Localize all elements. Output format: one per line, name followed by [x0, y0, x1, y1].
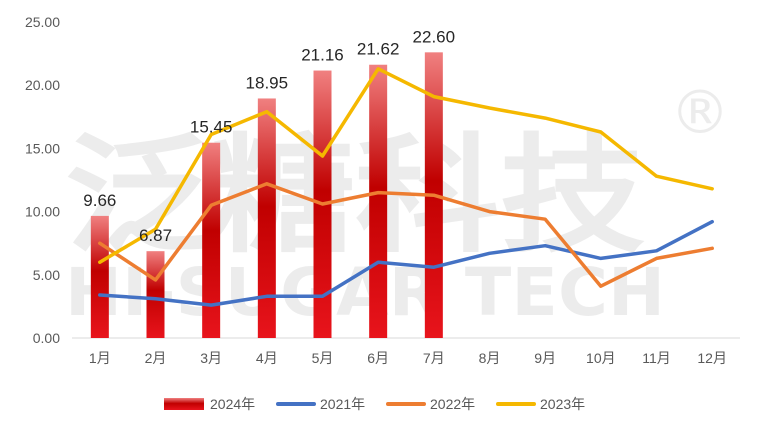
legend-label: 2024年: [210, 396, 255, 412]
bar-data-label: 21.62: [357, 40, 400, 59]
legend-item: 2021年: [276, 396, 365, 412]
legend-item: 2024年: [164, 396, 255, 412]
x-tick-label: 9月: [534, 350, 556, 366]
x-tick-label: 1月: [89, 350, 111, 366]
bar-data-label: 6.87: [139, 226, 172, 245]
legend-label: 2021年: [320, 396, 365, 412]
x-tick-label: 5月: [312, 350, 334, 366]
x-tick-label: 10月: [586, 350, 616, 366]
data-labels: 9.66 6.87 15.45 18.95 21.16 21.62 22.60: [83, 27, 455, 245]
legend-label: 2022年: [430, 396, 475, 412]
x-axis: 1月 2月 3月 4月 5月 6月 7月 8月 9月 10月 11月 12月: [72, 337, 740, 366]
bar: [90, 215, 109, 338]
y-tick-label: 25.00: [25, 14, 60, 30]
y-tick-label: 20.00: [25, 77, 60, 93]
bar-data-label: 22.60: [413, 27, 456, 46]
x-tick-label: 7月: [423, 350, 445, 366]
legend-item: 2023年: [496, 396, 585, 412]
x-tick-label: 11月: [642, 350, 671, 366]
bar: [146, 251, 165, 338]
legend-label: 2023年: [540, 396, 585, 412]
bar-data-label: 21.16: [301, 46, 344, 65]
x-tick-label: 2月: [145, 350, 167, 366]
line-series-group: [98, 67, 714, 307]
bar-data-label: 18.95: [246, 73, 289, 92]
x-tick-label: 8月: [479, 350, 501, 366]
line-series-2021年: [98, 219, 714, 307]
legend-swatch-bar: [164, 398, 204, 410]
y-tick-label: 5.00: [33, 267, 60, 283]
x-tick-label: 3月: [200, 350, 222, 366]
x-tick-label: 12月: [697, 350, 727, 366]
y-tick-label: 15.00: [25, 140, 60, 156]
y-tick-label: 10.00: [25, 204, 60, 220]
y-tick-label: 0.00: [33, 330, 60, 346]
line-series-2023年: [98, 67, 714, 264]
bar: [257, 98, 276, 338]
watermark-registered-mark: ®: [670, 78, 730, 148]
bar: [202, 142, 221, 338]
line-series-2022年: [98, 182, 714, 288]
legend-item: 2022年: [386, 396, 475, 412]
watermark: 泛糖科技 HI-SUGAR TECH ®: [65, 78, 730, 331]
bar-data-label: 9.66: [83, 191, 116, 210]
bar: [369, 64, 388, 338]
legend: 2024年 2021年 2022年 2023年: [164, 396, 585, 412]
x-tick-label: 6月: [367, 350, 389, 366]
x-tick-label: 4月: [256, 350, 278, 366]
bar-data-label: 15.45: [190, 118, 233, 137]
y-axis: 0.00 5.00 10.00 15.00 20.00 25.00: [25, 14, 60, 346]
